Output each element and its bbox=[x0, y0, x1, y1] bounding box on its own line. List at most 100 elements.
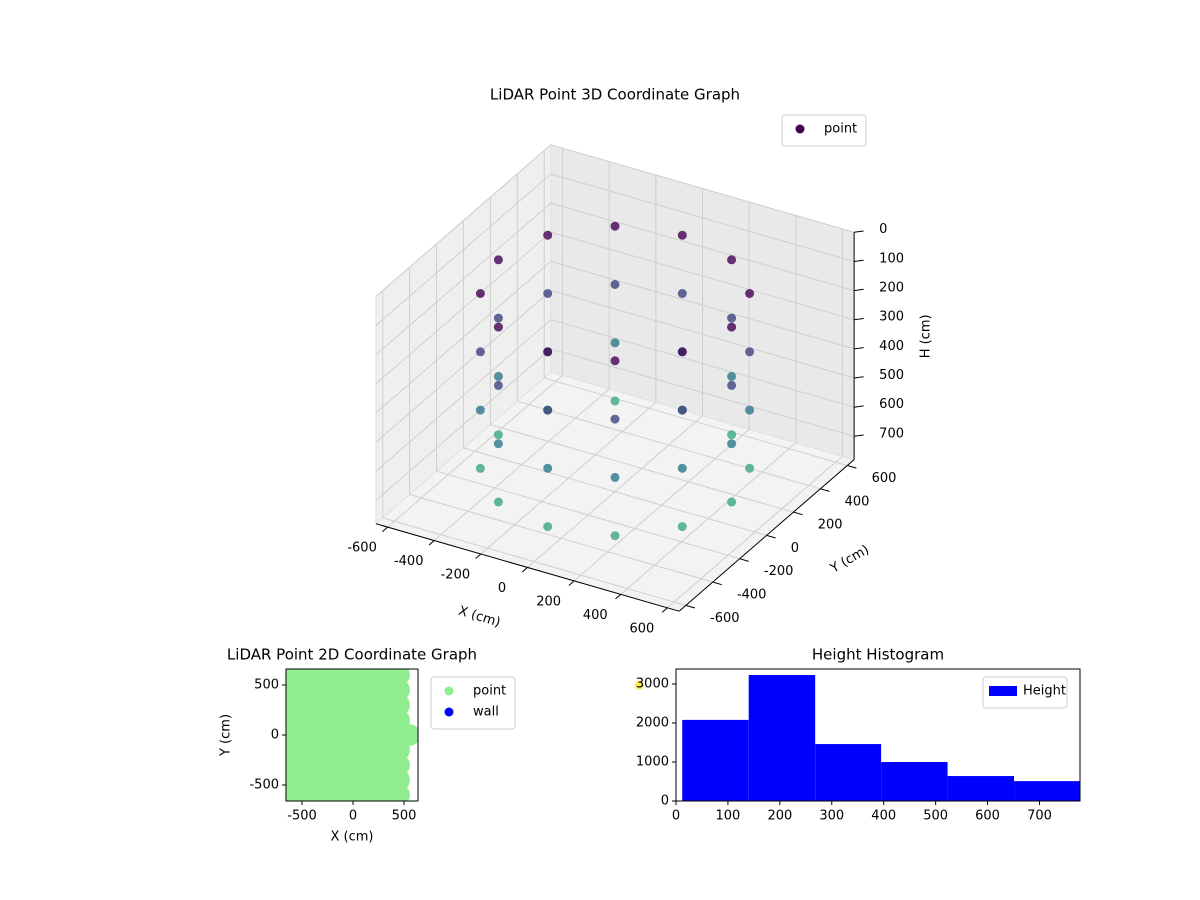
x-tick-mark bbox=[568, 580, 575, 586]
z-tick-label: 700 bbox=[879, 426, 904, 441]
y-tick-label: 1000 bbox=[636, 755, 669, 770]
z-tick-label: 0 bbox=[879, 222, 887, 237]
data-point bbox=[727, 371, 737, 381]
grid-line bbox=[375, 231, 855, 385]
y-tick-mark bbox=[820, 488, 830, 492]
z-tick-label: 200 bbox=[879, 281, 904, 296]
x-axis-label: X (cm) bbox=[331, 830, 374, 845]
x-tick-label: 600 bbox=[975, 809, 1000, 824]
chart-title: Height Histogram bbox=[812, 646, 944, 664]
z-tick-mark bbox=[854, 318, 864, 321]
data-point bbox=[610, 472, 620, 482]
data-point bbox=[677, 230, 687, 240]
data-point bbox=[493, 322, 503, 332]
y-tick-label: 600 bbox=[872, 471, 897, 486]
y-tick-label: -600 bbox=[710, 611, 740, 626]
grid-line bbox=[462, 220, 767, 536]
z-tick-mark bbox=[854, 347, 864, 350]
x-tick-label: 400 bbox=[871, 809, 896, 824]
y-tick-label: 2000 bbox=[636, 716, 669, 731]
z-tick-label: 600 bbox=[879, 397, 904, 412]
plot-area bbox=[286, 669, 418, 801]
data-point bbox=[543, 230, 553, 240]
plot-frame bbox=[675, 668, 1081, 802]
data-point bbox=[475, 463, 485, 473]
legend-label: point bbox=[473, 684, 506, 699]
z-tick-mark bbox=[854, 259, 864, 262]
x-tick-label: -600 bbox=[347, 541, 377, 556]
x-tick-label: 400 bbox=[583, 608, 608, 623]
data-point bbox=[493, 430, 503, 440]
z-tick-label: 300 bbox=[879, 310, 904, 325]
data-point bbox=[493, 371, 503, 381]
data-point bbox=[745, 289, 755, 298]
data-point bbox=[610, 221, 620, 231]
y-tick-label: 500 bbox=[254, 678, 279, 693]
z-tick-label: 500 bbox=[879, 368, 904, 383]
data-point bbox=[610, 356, 620, 366]
histogram-bar bbox=[947, 776, 1015, 801]
y-tick-mark bbox=[793, 511, 803, 516]
data-point bbox=[727, 380, 737, 390]
data-point bbox=[727, 497, 737, 507]
data-point bbox=[493, 255, 503, 265]
data-point bbox=[727, 313, 737, 323]
data-point bbox=[677, 289, 687, 298]
legend-marker bbox=[444, 707, 454, 717]
grid-line bbox=[382, 290, 686, 606]
legend-box bbox=[781, 114, 867, 147]
grid-line bbox=[375, 202, 855, 356]
data-point bbox=[727, 430, 737, 440]
data-point bbox=[745, 463, 755, 473]
data-point bbox=[543, 347, 553, 357]
data-point bbox=[543, 405, 553, 415]
y-tick-mark bbox=[847, 465, 857, 469]
data-point bbox=[493, 380, 503, 390]
data-point bbox=[387, 669, 410, 686]
data-point bbox=[610, 531, 620, 541]
z-axis-label: H (cm) bbox=[918, 314, 933, 358]
y-axis-label: Y (cm) bbox=[827, 542, 872, 577]
x-tick-label: 100 bbox=[716, 809, 741, 824]
y-tick-label: -500 bbox=[249, 778, 279, 793]
y-tick-label: -400 bbox=[737, 588, 767, 603]
x-tick-label: 200 bbox=[536, 595, 561, 610]
histogram-bar bbox=[682, 719, 749, 801]
x-tick-mark bbox=[615, 594, 622, 600]
y-tick-mark bbox=[766, 534, 776, 539]
y-tick-label: 200 bbox=[818, 518, 843, 533]
data-point bbox=[677, 347, 687, 357]
x-tick-mark bbox=[382, 526, 388, 532]
grid-line bbox=[409, 267, 713, 583]
y-tick-label: 0 bbox=[271, 728, 279, 743]
x-tick-mark bbox=[521, 567, 528, 573]
z-tick-mark bbox=[854, 288, 864, 292]
data-point bbox=[727, 439, 737, 449]
grid-line bbox=[375, 144, 855, 297]
x-tick-label: 0 bbox=[498, 581, 506, 596]
data-point bbox=[610, 338, 620, 348]
z-tick-mark bbox=[854, 230, 864, 233]
grid-line bbox=[375, 260, 855, 414]
z-tick-mark bbox=[854, 434, 864, 437]
y-tick-label: 400 bbox=[845, 494, 870, 509]
data-point bbox=[677, 522, 687, 532]
x-tick-mark bbox=[475, 553, 482, 559]
legend-box bbox=[982, 676, 1068, 709]
data-point bbox=[610, 396, 620, 406]
histogram-bar bbox=[1014, 781, 1080, 801]
data-point bbox=[543, 289, 553, 298]
axis-line bbox=[375, 232, 855, 612]
y-tick-mark bbox=[712, 581, 722, 586]
data-point bbox=[610, 280, 620, 289]
grid-line bbox=[375, 290, 855, 443]
histogram-bar bbox=[748, 675, 816, 801]
x-tick-label: -500 bbox=[287, 809, 317, 824]
grid-line bbox=[489, 197, 794, 513]
y-tick-mark bbox=[739, 558, 749, 562]
legend-swatch bbox=[989, 686, 1017, 696]
legend-label: Height bbox=[1023, 684, 1066, 699]
grid-line bbox=[543, 150, 848, 466]
data-point bbox=[677, 405, 687, 415]
